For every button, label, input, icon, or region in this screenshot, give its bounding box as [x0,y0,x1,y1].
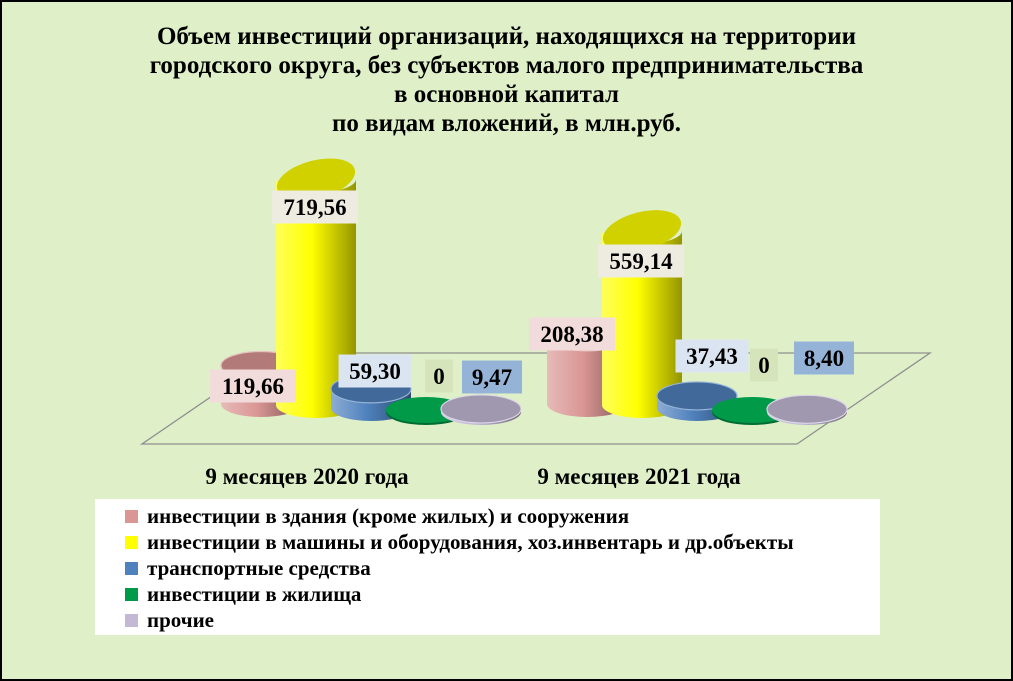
legend-item-other: прочие [125,607,880,633]
chart-title: Объем инвестиций организаций, находящихс… [2,22,1011,138]
svg-text:719,56: 719,56 [283,195,346,220]
svg-text:119,66: 119,66 [222,374,284,399]
value-label: 119,66 [210,369,296,403]
legend-swatch-transport-icon [125,561,138,575]
legend-label-buildings: инвестиции в здания (кроме жилых) и соор… [147,503,630,528]
value-label: 9,47 [462,360,522,394]
chart-title-line-4: по видам вложений, в млн.руб. [331,110,682,137]
value-label: 0 [750,348,778,382]
svg-text:0: 0 [758,353,770,378]
category-label-2020: 9 месяцев 2020 года [205,464,409,489]
value-label: 208,38 [529,317,615,351]
value-label: 8,40 [794,341,854,375]
legend-label-housing: инвестиции в жилища [147,581,362,606]
value-label: 0 [425,359,453,393]
chart-title-line-1: Объем инвестиций организаций, находящихс… [156,23,857,50]
chart-legend: инвестиции в здания (кроме жилых) и соор… [95,499,880,635]
svg-text:8,40: 8,40 [804,346,844,371]
svg-text:208,38: 208,38 [540,322,603,347]
cylinder-bar [602,210,682,418]
legend-item-buildings: инвестиции в здания (кроме жилых) и соор… [125,503,880,529]
svg-text:9,47: 9,47 [472,365,512,390]
value-label: 719,56 [272,190,358,224]
legend-swatch-housing-icon [125,587,138,601]
legend-swatch-machines-icon [125,535,138,549]
cylinder-bar [440,394,522,425]
value-label: 37,43 [675,339,749,373]
legend-label-transport: транспортные средства [147,555,371,580]
cylinder-bar [766,394,848,425]
legend-swatch-buildings-icon [125,509,138,523]
svg-text:0: 0 [433,364,445,389]
legend-swatch-other-icon [125,613,138,627]
chart-title-line-2: городского округа, без субъектов малого … [149,52,864,79]
legend-item-transport: транспортные средства [125,555,880,581]
legend-label-machines: инвестиции в машины и оборудования, хоз.… [147,529,794,554]
category-label-2021: 9 месяцев 2021 года [537,464,741,489]
chart-title-line-3: в основной капитал [393,81,620,108]
cylinder-bar [276,158,356,418]
svg-text:559,14: 559,14 [609,249,673,274]
value-label: 559,14 [598,244,684,278]
cylinder-bar-chart: 119,66 208,38 719,56 559,14 59,30 37,43 0 0 9,47… [139,158,933,445]
svg-text:37,43: 37,43 [686,344,738,369]
legend-item-housing: инвестиции в жилища [125,581,880,607]
legend-item-machines: инвестиции в машины и оборудования, хоз.… [125,529,880,555]
svg-text:59,30: 59,30 [349,359,401,384]
value-label: 59,30 [338,354,412,388]
legend-label-other: прочие [147,607,214,632]
